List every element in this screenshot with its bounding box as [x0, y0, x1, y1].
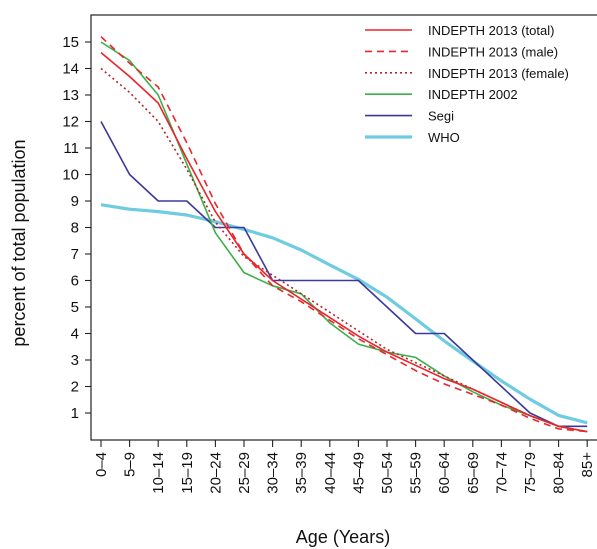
x-tick-label: 80–84: [551, 452, 568, 494]
legend-label: INDEPTH 2013 (total): [428, 23, 554, 38]
y-tick-label: 4: [71, 326, 79, 343]
x-tick-label: 10–14: [150, 452, 167, 494]
legend: INDEPTH 2013 (total) INDEPTH 2013 (male) I…: [365, 23, 569, 145]
x-tick-label: 50–54: [379, 452, 396, 494]
y-axis-title: percent of total population: [9, 139, 29, 346]
y-tick-label: 7: [71, 246, 79, 263]
x-tick-label: 45–49: [350, 452, 367, 494]
x-tick-label: 70–74: [493, 452, 510, 494]
y-tick-label: 11: [63, 140, 79, 157]
x-tick-label: 25–29: [236, 452, 253, 494]
x-tick-label: 0–4: [93, 452, 110, 477]
y-tick-label: 10: [62, 167, 79, 184]
series-line-indepth-2013-female: [100, 67, 588, 433]
legend-label: WHO: [428, 130, 460, 145]
y-tick-label: 8: [71, 220, 79, 237]
series-line-who: [100, 203, 588, 425]
y-tick-label: 6: [71, 273, 79, 290]
x-tick-label: 55–59: [408, 452, 425, 494]
legend-label: Segi: [428, 109, 454, 124]
y-tick-label: 9: [71, 193, 79, 210]
y-tick-label: 2: [71, 379, 79, 396]
x-axis-title: Age (Years): [296, 527, 390, 547]
x-tick-label: 35–39: [293, 452, 310, 494]
x-tick-label: 15–19: [179, 452, 196, 494]
x-tick-label: 75–79: [522, 452, 539, 494]
legend-label: INDEPTH 2013 (female): [428, 66, 569, 81]
series-line-indepth-2013-male: [100, 36, 588, 433]
x-tick-label: 65–69: [465, 452, 482, 494]
x-tick-label: 20–24: [207, 452, 224, 494]
series-layer: [100, 36, 588, 433]
y-tick-label: 13: [62, 87, 79, 104]
y-tick-label: 1: [71, 405, 79, 422]
x-tick-label: 60–64: [436, 452, 453, 494]
y-tick-label: 3: [71, 352, 79, 369]
legend-label: INDEPTH 2002: [428, 87, 518, 102]
x-tick-label: 85+: [579, 452, 596, 478]
x-tick-label: 5–9: [122, 452, 139, 477]
series-line-indepth-2013-total: [100, 51, 588, 433]
y-tick-label: 12: [62, 114, 79, 131]
y-tick-label: 15: [62, 34, 79, 51]
y-tick-label: 14: [62, 61, 79, 78]
x-tick-label: 40–44: [322, 452, 339, 494]
series-line-segi: [100, 121, 588, 428]
legend-label: INDEPTH 2013 (male): [428, 44, 558, 59]
y-tick-label: 5: [71, 299, 79, 316]
x-tick-label: 30–34: [265, 452, 282, 494]
